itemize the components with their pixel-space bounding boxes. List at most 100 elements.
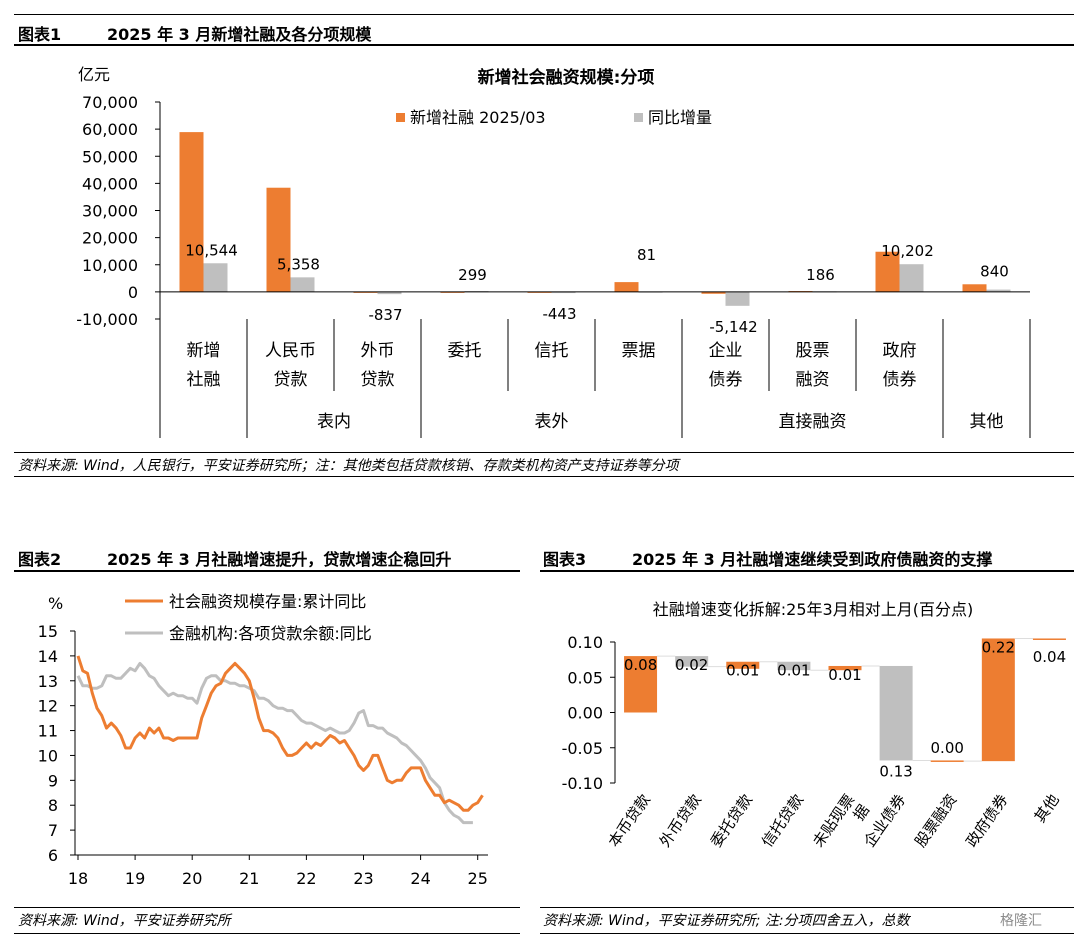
fig2-y-tick-label: 11 — [38, 722, 58, 741]
fig3-category-label: 本币贷款 — [605, 791, 654, 850]
fig1-bar-yoy — [203, 263, 228, 292]
fig2-y-unit: % — [48, 594, 63, 613]
fig1-data-label: 10,544 — [185, 241, 238, 259]
fig1-bar-yoy — [290, 277, 315, 292]
fig1-bottom-rule — [14, 476, 1074, 477]
fig1-data-label: -443 — [542, 305, 576, 323]
fig2-y-tick-label: 14 — [38, 647, 58, 666]
fig3-category-label: 股票融资 — [911, 791, 960, 850]
fig1-category-label: 票据 — [622, 341, 656, 361]
fig3-category-label: 政府债券 — [962, 791, 1011, 850]
fig2-x-tick-label: 19 — [125, 869, 145, 888]
fig1-group-label: 其他 — [970, 412, 1004, 432]
fig1-category-label: 贷款 — [361, 370, 395, 390]
fig1-y-tick-label: 60,000 — [82, 120, 138, 139]
fig1-y-tick-label: 70,000 — [82, 93, 138, 112]
fig1-category-label: 委托 — [448, 341, 482, 361]
fig1-bar-new — [962, 284, 987, 292]
fig3-category-label-line: 未贴现票 — [809, 791, 858, 850]
fig1-category-label: 企业 — [709, 341, 743, 361]
fig3-category-label-line: 股票融资 — [911, 791, 960, 850]
fig3-bar — [879, 665, 913, 761]
fig1-y-tick-label: 10,000 — [82, 256, 138, 275]
fig3-category-label-line: 信托贷款 — [758, 791, 807, 850]
fig1-category-label: 外币 — [361, 341, 395, 361]
fig3-category-label-line: 政府债券 — [962, 791, 1011, 850]
fig2-x-tick-label: 24 — [410, 869, 430, 888]
fig3-y-tick-label: 0.05 — [567, 668, 603, 687]
fig3-category-label-line: 本币贷款 — [605, 791, 654, 850]
fig1-category-label: 新增 — [187, 341, 221, 361]
fig1-bar-yoy — [899, 264, 924, 292]
fig3-bar — [1032, 638, 1066, 640]
fig1-bar-new — [875, 251, 900, 292]
fig1-y-tick-label: -10,000 — [76, 310, 138, 329]
fig2-source: 资料来源: Wind，平安证券研究所 — [18, 913, 231, 929]
fig3-title: 2025 年 3 月社融增速继续受到政府债融资的支撑 — [632, 550, 993, 569]
fig1-category-label: 社融 — [187, 370, 221, 390]
fig1-group-label: 表外 — [535, 412, 569, 432]
fig2-x-tick-label: 22 — [296, 869, 316, 888]
fig3-bar — [981, 638, 1015, 762]
fig2-x-tick-label: 21 — [239, 869, 259, 888]
fig2-x-tick-label: 25 — [468, 869, 488, 888]
fig1-bar-yoy — [551, 291, 576, 294]
fig1-y-unit: 亿元 — [78, 65, 110, 84]
fig2-source-rule — [14, 907, 520, 908]
fig1-data-label: 81 — [637, 246, 656, 264]
fig1-legend-label-0: 新增社融 2025/03 — [410, 108, 546, 127]
fig3-bar — [777, 661, 811, 671]
fig3-category-label-line: 委托贷款 — [707, 791, 756, 850]
fig1-legend-label-1: 同比增量 — [648, 108, 712, 127]
fig1-category-label: 债券 — [883, 370, 917, 390]
fig3-label: 图表3 — [543, 550, 587, 569]
fig1-y-tick-label: 40,000 — [82, 174, 138, 193]
fig1-legend-swatch-0 — [396, 113, 405, 122]
fig1-data-label: -837 — [368, 306, 402, 324]
fig3-data-label: 0.00 — [931, 739, 964, 757]
fig3-data-label: 0.04 — [1033, 648, 1066, 666]
fig3-data-label: 0.02 — [675, 656, 708, 674]
fig1-category-label: 股票 — [796, 341, 830, 361]
fig3-bottom-rule — [540, 933, 1074, 934]
fig1-category-label: 融资 — [796, 370, 830, 390]
fig2-y-tick-label: 7 — [48, 821, 58, 840]
fig2-y-tick-label: 12 — [38, 697, 58, 716]
fig1-title: 2025 年 3 月新增社融及各分项规模 — [107, 25, 372, 44]
fig1-bar-yoy — [986, 289, 1011, 292]
fig3-chart: 社融增速变化拆解:25年3月相对上月(百分点) 0.10 0.05 0.00 -0.05… — [562, 600, 1067, 850]
fig3-y-tick-label: 0.10 — [567, 633, 603, 652]
fig1-category-label: 政府 — [883, 341, 917, 361]
fig2-legend-label-0: 社会融资规模存量:累计同比 — [169, 592, 366, 611]
fig2-series-line-1 — [76, 661, 473, 825]
fig1-bar-yoy — [725, 291, 750, 306]
fig1-top-rule — [14, 14, 1074, 15]
fig2-x-tick-label: 18 — [68, 869, 88, 888]
fig1-data-label: 186 — [806, 266, 835, 284]
fig2-title-rule — [14, 570, 520, 572]
fig2-series-line-0 — [76, 655, 484, 812]
fig2-y-tick-label: 8 — [48, 796, 58, 815]
fig3-bar — [624, 656, 658, 713]
fig2-y-tick-label: 6 — [48, 846, 58, 865]
fig1-bar-new — [614, 282, 639, 292]
fig3-category-label-line: 企业债券 — [860, 791, 909, 850]
fig1-source: 资料来源: Wind，人民银行，平安证券研究所；注：其他类包括贷款核销、存款类机… — [18, 458, 679, 474]
fig2-label: 图表2 — [18, 550, 62, 569]
fig2-bottom-rule — [14, 933, 520, 934]
fig1-chart-title: 新增社会融资规模:分项 — [478, 67, 655, 88]
fig3-y-tick-label: 0.00 — [567, 704, 603, 723]
fig3-category-label: 委托贷款 — [707, 791, 756, 850]
fig1-y-tick-label: 0 — [128, 283, 138, 302]
fig1-group-label: 直接融资 — [779, 412, 847, 432]
fig3-category-label: 外币贷款 — [656, 791, 705, 850]
fig1-bar-new — [701, 291, 726, 294]
fig1-source-rule — [14, 452, 1074, 453]
fig3-chart-title: 社融增速变化拆解:25年3月相对上月(百分点) — [653, 600, 973, 619]
fig2-x-tick-label: 23 — [353, 869, 373, 888]
fig3-data-label: 0.01 — [828, 666, 861, 684]
fig3-category-label: 信托贷款 — [758, 791, 807, 850]
